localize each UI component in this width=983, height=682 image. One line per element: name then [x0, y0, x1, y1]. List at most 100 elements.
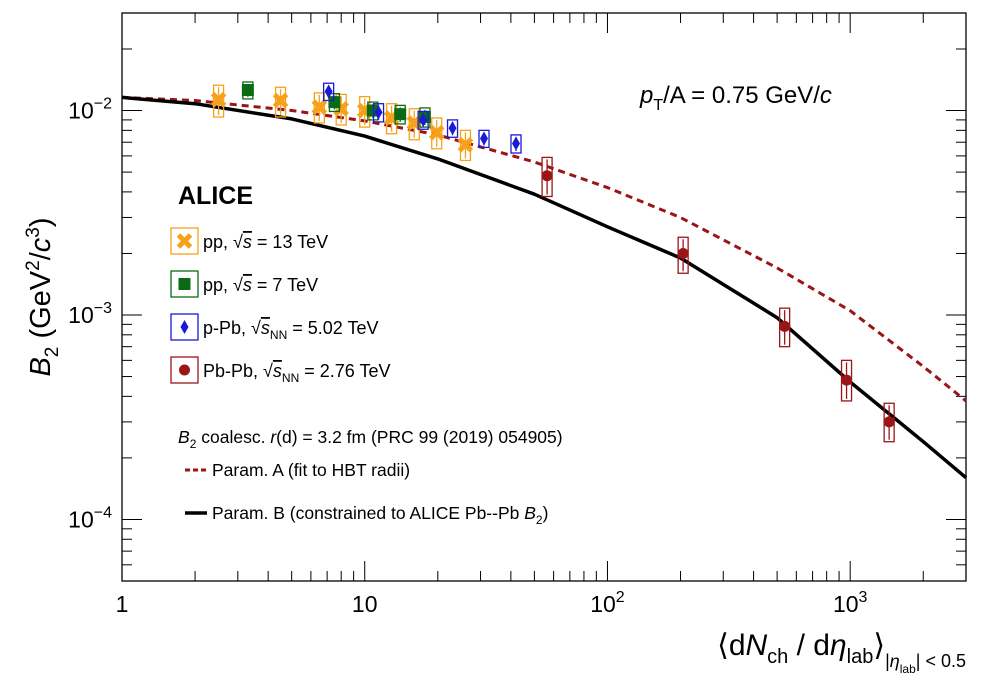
x-label-cond-pre: | [885, 651, 890, 671]
x-label-ch: ch [767, 646, 788, 668]
x-label-lab: lab [847, 646, 874, 668]
legend-pre: pp, [203, 232, 233, 252]
x-label-mid: / d [788, 629, 830, 662]
y-label-sub: 2 [42, 347, 63, 358]
sqrt-sign: √ [233, 275, 243, 295]
sqrt-sign: √ [251, 318, 261, 338]
diamond-marker [324, 84, 333, 99]
syst-box [459, 129, 472, 162]
legend-pre: Pb-Pb, [203, 361, 263, 381]
y-tick-base: 10 [68, 302, 94, 328]
x-label-eta: η [830, 629, 847, 662]
syst-box [510, 134, 522, 154]
x-tick-label: 1 [116, 591, 129, 617]
syst-box [417, 110, 429, 130]
circle-marker [883, 416, 895, 428]
param-b-pre: Param. B (constrained to ALICE Pb--Pb [212, 503, 524, 523]
y-label-unit: (GeV [25, 270, 57, 346]
pt-p: p [639, 82, 653, 109]
y-tick-label: 10−4 [68, 504, 112, 532]
y-tick-base: 10 [68, 98, 94, 124]
param-b-sub: 2 [536, 513, 543, 527]
pt-annotation: pT/A = 0.75 GeV/c [639, 82, 832, 114]
legend-pre: pp, [203, 275, 233, 295]
x-tick-base: 10 [833, 591, 859, 617]
legend-box [170, 313, 199, 341]
model-b: B [178, 427, 190, 447]
y-tick-label: 10−3 [68, 300, 112, 328]
x-label-n: N [746, 629, 768, 662]
y-tick-labels: 10−410−310−2 [68, 96, 112, 533]
legend-label: p-Pb, √sNN = 5.02 TeV [203, 318, 379, 342]
legend-s: s [261, 318, 270, 338]
x-tick-exp: 3 [859, 589, 868, 606]
x-label-open: ⟨d [717, 629, 745, 662]
legend-post: = 5.02 TeV [287, 318, 378, 338]
x-tick-labels: 1 10 102 103 [116, 589, 868, 617]
syst-box [431, 117, 443, 150]
x-tick-base: 10 [352, 591, 378, 617]
legend-box [170, 227, 199, 255]
cross-marker-b [428, 124, 445, 141]
legend-box [170, 270, 199, 298]
legend-label: pp, √s = 13 TeV [203, 232, 328, 252]
x-tick-label: 10 [352, 591, 378, 617]
model-description: B2 coalesc. r(d) = 3.2 fm (PRC 99 (2019)… [178, 427, 563, 451]
legend-sub: NN [270, 328, 287, 342]
experiment-label: ALICE [178, 182, 253, 210]
syst-box [372, 103, 385, 123]
circle-marker [841, 374, 853, 386]
x-label-close: ⟩ [873, 629, 885, 662]
sqrt-sign: √ [233, 232, 243, 252]
plot-frame [121, 12, 967, 582]
y-label-c: c [25, 237, 57, 252]
legend-sub: NN [282, 371, 299, 385]
x-tick-label: 103 [833, 589, 868, 617]
y-tick-label: 10−2 [68, 96, 112, 124]
circle-marker [541, 170, 553, 182]
diamond-marker [419, 112, 428, 127]
model-rest: (d) = 3.2 fm (PRC 99 (2019) 054905) [276, 427, 562, 447]
legend-post: = 7 TeV [252, 275, 318, 295]
circle-marker [179, 364, 190, 376]
cross-marker-b [457, 137, 474, 153]
y-label-close: ) [25, 217, 57, 227]
param-b-legend-label: Param. B (constrained to ALICE Pb--Pb B2… [212, 503, 548, 527]
y-axis-label: B2 (GeV2/c3) [23, 217, 63, 376]
sqrt-sign: √ [263, 361, 273, 381]
diamond-marker [180, 320, 189, 334]
y-tick-exp: −4 [94, 504, 112, 521]
square-marker [178, 278, 191, 290]
square-marker [241, 84, 254, 97]
diamond-marker [448, 121, 457, 136]
model-b-sub: 2 [190, 437, 197, 451]
legend-box [170, 356, 199, 384]
axis-ticks [121, 12, 967, 582]
diamond-marker [512, 136, 521, 151]
square-marker [328, 96, 341, 109]
cross-marker-b [210, 91, 227, 108]
x-tick-exp: 2 [616, 589, 625, 606]
y-label-slash: / [25, 251, 57, 260]
x-tick-label: 102 [590, 589, 625, 617]
syst-box [322, 82, 335, 102]
syst-box [335, 93, 347, 126]
model-mid: coalesc. [196, 427, 270, 447]
data-points [210, 81, 895, 443]
legend-pre: p-Pb, [203, 318, 251, 338]
pt-rest: /A = 0.75 GeV/ [663, 82, 820, 109]
legend-post: = 2.76 TeV [299, 361, 390, 381]
cross-marker-b [176, 233, 193, 249]
y-label-main: B [25, 357, 57, 376]
x-label-cond-eta: η [890, 651, 900, 671]
param-a-legend-label: Param. A (fit to HBT radii) [212, 460, 410, 480]
cross-marker-b [333, 101, 349, 117]
y-label-sup2: 3 [23, 227, 44, 238]
y-label-sup1: 2 [23, 260, 44, 271]
diamond-marker [479, 131, 488, 146]
legend-post: = 13 TeV [252, 232, 328, 252]
circle-marker [677, 247, 689, 259]
model-r: r [270, 427, 277, 447]
